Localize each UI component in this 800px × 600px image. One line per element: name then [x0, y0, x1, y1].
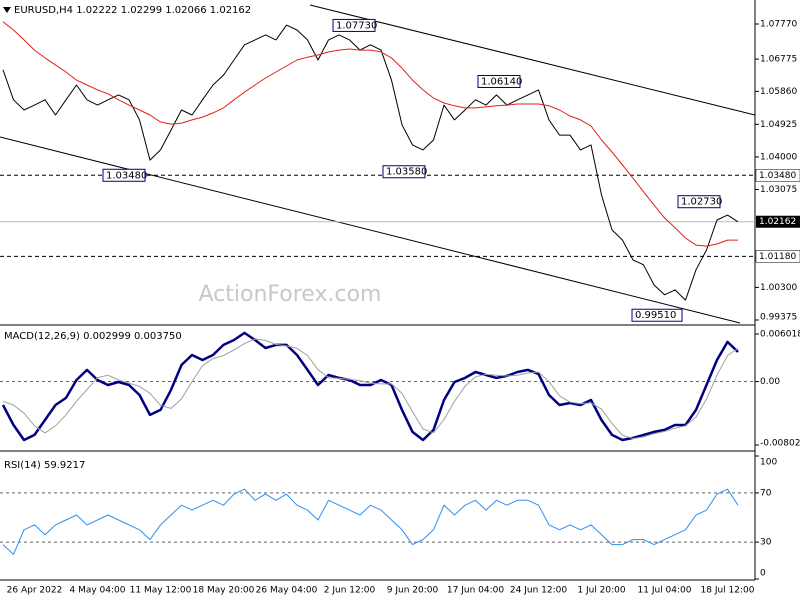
y-tick-label: 0.99375: [760, 313, 797, 323]
y-tick-label: 1.07770: [760, 20, 797, 30]
watermark: ActionForex.com: [199, 282, 382, 307]
x-tick-label: 11 May 12:00: [130, 586, 192, 596]
series-line: [2, 338, 739, 439]
x-tick-label: 26 May 04:00: [256, 586, 318, 596]
x-tick-label: 11 Jul 04:00: [638, 586, 692, 596]
x-tick-label: 17 Jun 04:00: [447, 586, 504, 596]
y-tick-label: -0.00802: [760, 439, 800, 449]
x-tick-label: 4 May 04:00: [70, 586, 126, 596]
y-tick-label: 30: [760, 538, 772, 548]
annotation-label: 1.07730: [336, 20, 377, 31]
last-price-label: 1.02162: [759, 217, 796, 227]
series-line: [1, 331, 739, 442]
panel-title: EURUSD,H4 1.02222 1.02299 1.02066 1.0216…: [14, 5, 251, 16]
annotation-label: 1.06140: [481, 76, 522, 87]
y-tick-label: 0: [760, 569, 766, 579]
y-tick-label: 0.006018: [760, 329, 800, 339]
y-tick-label: 1.04925: [760, 120, 797, 130]
level-box: [755, 169, 800, 182]
last-price-box: [756, 215, 800, 228]
y-tick-label: 0.00: [760, 377, 780, 387]
y-tick-label: 1.05860: [760, 87, 797, 97]
x-tick-label: 2 Jun 12:00: [324, 586, 376, 596]
annotation-box: [382, 165, 426, 179]
annotation-label: 1.02730: [681, 197, 722, 208]
x-tick-label: 9 Jun 20:00: [387, 586, 439, 596]
y-tick-label: 1.03075: [760, 185, 797, 195]
y-tick-label: 1.04000: [760, 152, 797, 162]
series-line: [2, 24, 739, 301]
x-tick-label: 1 Jul 20:00: [577, 586, 626, 596]
annotation-label: 1.03580: [386, 167, 427, 178]
annotation-box: [332, 18, 376, 32]
y-tick-label: 100: [760, 458, 777, 468]
annotation-box: [102, 168, 146, 182]
channel-lower: [0, 136, 741, 324]
panel-title: MACD(12,26,9) 0.002999 0.003750: [4, 331, 182, 342]
panel-title: RSI(14) 59.9217: [4, 460, 85, 471]
series-line: [2, 21, 738, 247]
y-tick-label: 1.00300: [760, 283, 797, 293]
level-label: 1.03480: [759, 171, 796, 181]
series-line: [2, 488, 739, 555]
level-label: 1.01180: [759, 252, 796, 262]
annotation-label: 0.99510: [635, 310, 676, 321]
header-icon: [3, 7, 11, 13]
annotation-box: [677, 195, 721, 209]
x-tick-label: 18 May 20:00: [193, 586, 255, 596]
x-tick-label: 24 Jun 12:00: [510, 586, 567, 596]
annotation-box: [631, 308, 683, 322]
annotation-box: [477, 74, 521, 88]
x-tick-label: 26 Apr 2022: [7, 586, 63, 596]
y-tick-label: 70: [760, 488, 772, 498]
x-tick-label: 18 Jul 12:00: [701, 586, 755, 596]
y-tick-label: 1.06775: [760, 55, 797, 65]
level-box: [755, 250, 800, 263]
annotation-label: 1.03480: [106, 170, 147, 181]
channel-upper: [309, 4, 756, 116]
